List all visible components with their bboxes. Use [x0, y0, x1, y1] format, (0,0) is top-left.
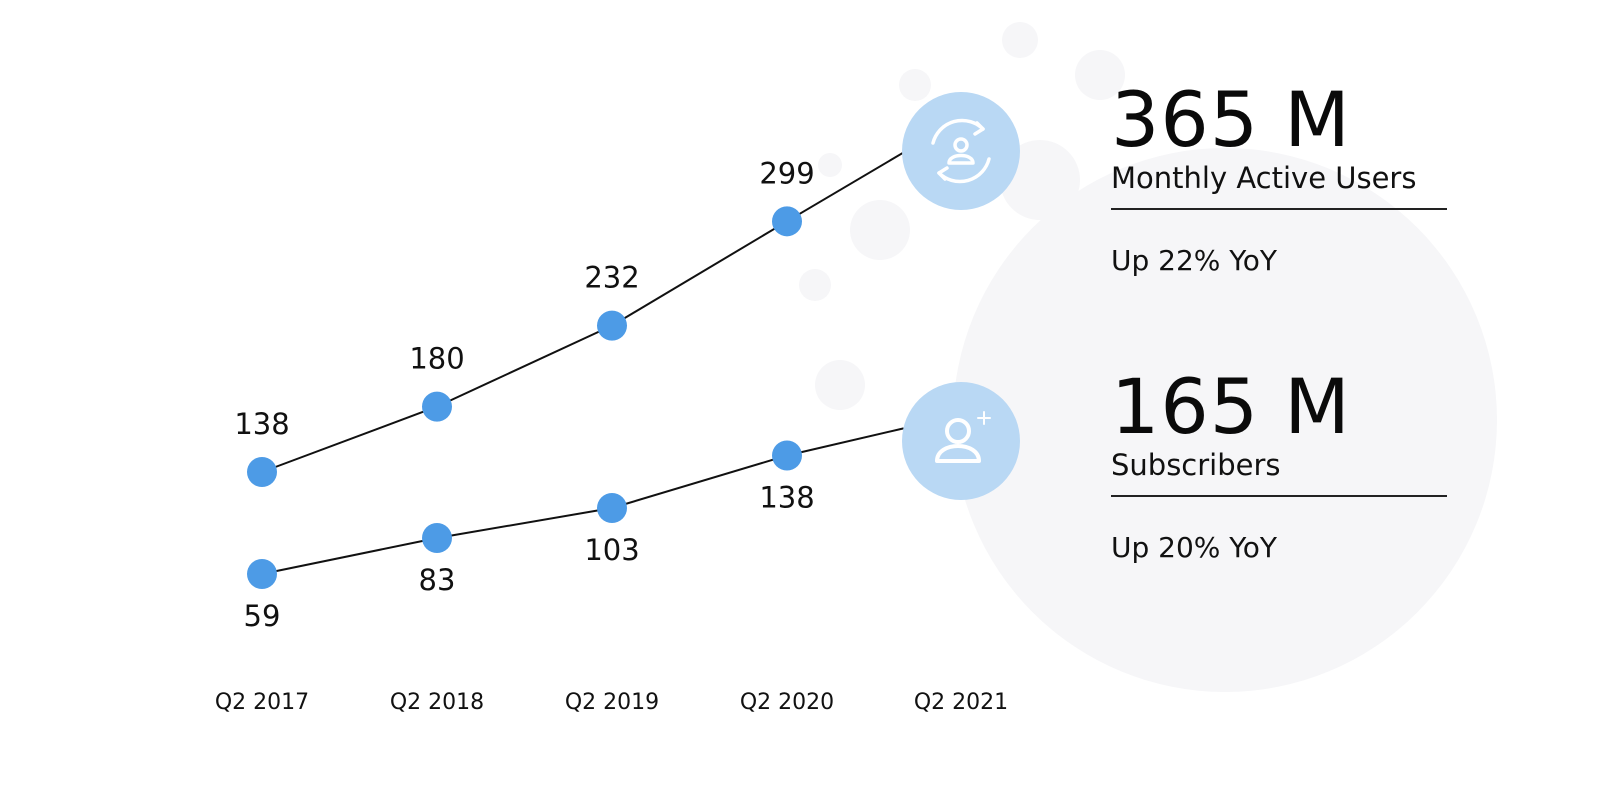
- series-1-point: [597, 310, 627, 341]
- data-label: 138: [759, 481, 814, 515]
- x-tick-label: Q2 2018: [390, 690, 484, 715]
- mau-value: 365 M: [1111, 75, 1351, 164]
- series-2-segment: [786, 427, 904, 457]
- subscribers-label: Subscribers: [1111, 447, 1447, 497]
- series-1-segment: [611, 220, 788, 327]
- series-1-segment: [436, 324, 613, 408]
- data-label: 103: [584, 533, 639, 567]
- data-label: 83: [419, 563, 456, 597]
- series-2-point: [247, 559, 277, 589]
- series-2-segment: [261, 537, 438, 575]
- x-tick-label: Q2 2020: [740, 690, 834, 715]
- mau-label: Monthly Active Users: [1111, 160, 1447, 210]
- x-tick-label: Q2 2021: [914, 690, 1008, 715]
- series-1-point: [422, 391, 452, 422]
- series-2-point: [772, 440, 802, 471]
- series-2-point: [597, 493, 627, 523]
- data-label: 299: [759, 156, 814, 190]
- data-label: 59: [244, 599, 281, 633]
- subscribers-stat-block: 165 M Subscribers Up 20% YoY: [1111, 367, 1447, 565]
- subscribers-change: Up 20% YoY: [1111, 531, 1277, 564]
- x-tick-label: Q2 2017: [215, 690, 309, 715]
- data-label: 180: [409, 342, 464, 376]
- series-1-segment: [786, 147, 911, 223]
- mau-stat-block: 365 M Monthly Active Users Up 22% YoY: [1111, 80, 1447, 278]
- series-1-segment: [261, 405, 438, 473]
- series-2-segment: [611, 454, 788, 509]
- series-1-point: [247, 457, 277, 487]
- x-tick-label: Q2 2019: [565, 690, 659, 715]
- data-label: 232: [584, 261, 639, 295]
- series-2-point: [422, 523, 452, 553]
- user-refresh-icon: [902, 92, 1020, 210]
- series-2-segment: [436, 507, 613, 539]
- user-add-icon: [902, 382, 1020, 500]
- subscribers-value: 165 M: [1111, 362, 1351, 451]
- mau-change: Up 22% YoY: [1111, 244, 1277, 277]
- data-label: 138: [234, 407, 289, 441]
- series-1-point: [772, 206, 802, 237]
